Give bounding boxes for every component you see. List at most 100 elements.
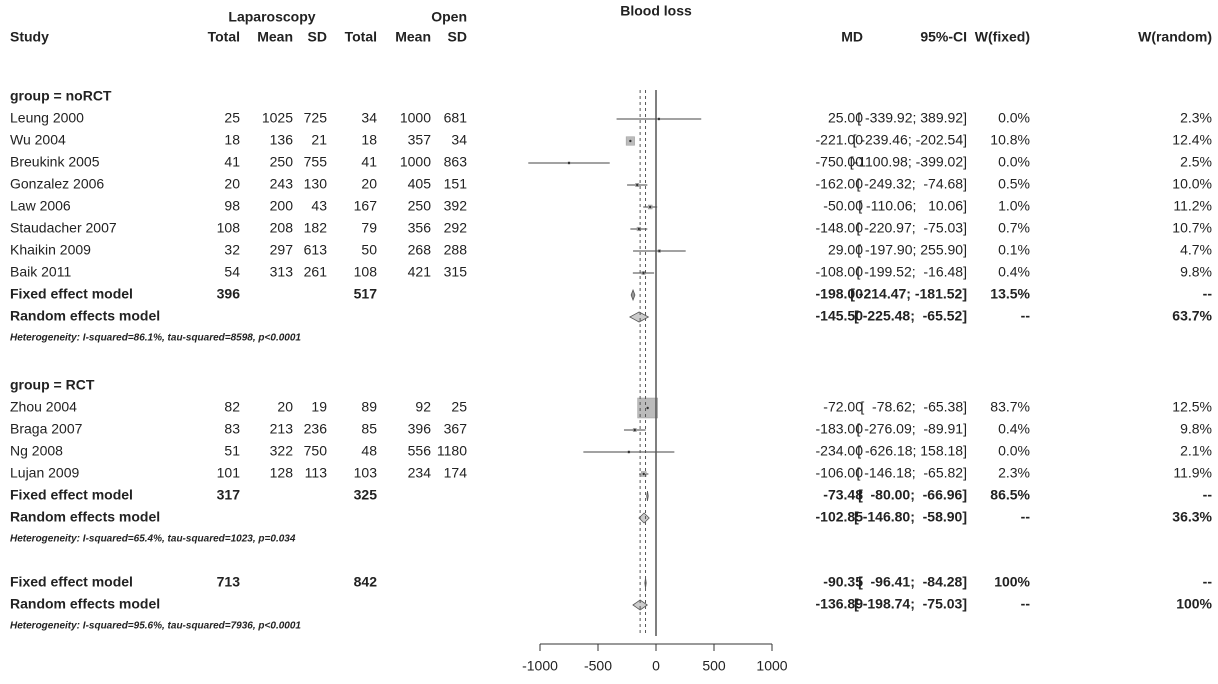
table-cell: 863 xyxy=(444,154,468,170)
table-cell: 1000 xyxy=(400,154,431,170)
md-label: -148.00 xyxy=(816,220,864,236)
md-label: -136.89 xyxy=(816,596,864,612)
weight-random: 11.9% xyxy=(1173,465,1212,481)
table-cell: 213 xyxy=(270,421,294,437)
md-label: -102.85 xyxy=(816,509,864,525)
ci-label: [ -276.09; -89.91] xyxy=(856,421,967,437)
weight-fixed: -- xyxy=(1021,308,1031,324)
weight-fixed: -- xyxy=(1021,596,1031,612)
table-cell: 261 xyxy=(304,264,328,280)
column-header: Mean xyxy=(395,29,431,45)
point-estimate xyxy=(629,139,632,143)
weight-random: 9.8% xyxy=(1180,421,1212,437)
table-cell: 755 xyxy=(304,154,328,170)
table-cell: 108 xyxy=(354,264,378,280)
study-label: Baik 2011 xyxy=(10,264,71,280)
study-label: Random effects model xyxy=(10,509,160,525)
table-cell: 1180 xyxy=(437,443,467,459)
md-label: -221.00 xyxy=(816,132,864,148)
column-header: SD xyxy=(448,29,467,45)
md-label: -183.00 xyxy=(816,421,864,437)
table-cell: 1000 xyxy=(400,110,431,126)
table-cell: 842 xyxy=(354,574,378,590)
weight-fixed: 0.0% xyxy=(998,110,1030,126)
study-label: Leung 2000 xyxy=(10,110,84,126)
weight-random: 36.3% xyxy=(1172,509,1212,525)
table-cell: 108 xyxy=(217,220,241,236)
weight-fixed: 100% xyxy=(994,574,1030,590)
table-cell: 208 xyxy=(270,220,294,236)
ci-label: [ -239.46; -202.54] xyxy=(853,132,967,148)
heterogeneity: Heterogeneity: I-squared=95.6%, tau-squa… xyxy=(10,621,301,632)
weight-random: -- xyxy=(1203,286,1213,302)
table-cell: 101 xyxy=(217,465,241,481)
table-cell: 43 xyxy=(311,198,327,214)
table-cell: 713 xyxy=(217,574,241,590)
table-cell: 79 xyxy=(361,220,377,236)
weight-random: 10.0% xyxy=(1172,176,1212,192)
table-cell: 21 xyxy=(311,132,327,148)
md-label: -198.00 xyxy=(816,286,864,302)
column-header: SD xyxy=(308,29,327,45)
weight-fixed: 0.5% xyxy=(998,176,1030,192)
weight-fixed: 0.4% xyxy=(998,421,1030,437)
table-cell: 34 xyxy=(451,132,467,148)
weight-random: 2.3% xyxy=(1180,110,1212,126)
group2-header: Open xyxy=(431,9,467,25)
table-cell: 236 xyxy=(304,421,328,437)
table-cell: 51 xyxy=(224,443,240,459)
point-estimate xyxy=(627,450,631,454)
weight-random: 63.7% xyxy=(1172,308,1212,324)
table-cell: 613 xyxy=(304,242,328,258)
study-label: Wu 2004 xyxy=(10,132,66,148)
weight-random: 9.8% xyxy=(1180,264,1212,280)
table-cell: 50 xyxy=(361,242,377,258)
weight-fixed: 0.0% xyxy=(998,154,1030,170)
table-cell: 136 xyxy=(270,132,294,148)
ci-label: [ -198.74; -75.03] xyxy=(854,596,967,612)
table-cell: 103 xyxy=(354,465,378,481)
table-cell: 25 xyxy=(451,399,467,415)
weight-random: 2.5% xyxy=(1180,154,1212,170)
table-cell: 83 xyxy=(224,421,240,437)
md-label: -108.00 xyxy=(816,264,864,280)
weight-fixed: 0.1% xyxy=(998,242,1030,258)
table-cell: 41 xyxy=(361,154,377,170)
x-tick-label: -500 xyxy=(584,658,612,674)
md-label: -750.00 xyxy=(816,154,864,170)
ci-label: [ -78.62; -65.38] xyxy=(860,399,967,415)
table-cell: 92 xyxy=(415,399,431,415)
study-label: Ng 2008 xyxy=(10,443,63,459)
point-estimate xyxy=(657,117,661,121)
ci-label: [-1100.98; -399.02] xyxy=(850,154,967,170)
table-cell: 151 xyxy=(444,176,468,192)
table-cell: 19 xyxy=(311,399,327,415)
md-label: -162.00 xyxy=(816,176,864,192)
study-label: Gonzalez 2006 xyxy=(10,176,104,192)
column-header: 95%-CI xyxy=(920,29,967,45)
ci-label: [ -80.00; -66.96] xyxy=(858,487,967,503)
column-header: W(random) xyxy=(1138,29,1212,45)
ci-label: [ -146.18; -65.82] xyxy=(856,465,967,481)
study-label: Fixed effect model xyxy=(10,574,133,590)
table-cell: 89 xyxy=(361,399,377,415)
table-cell: 556 xyxy=(408,443,432,459)
table-cell: 113 xyxy=(305,465,328,481)
weight-fixed: 83.7% xyxy=(990,399,1030,415)
study-label: Zhou 2004 xyxy=(10,399,77,415)
weight-fixed: 0.0% xyxy=(998,443,1030,459)
summary-diamond xyxy=(646,490,649,502)
point-estimate xyxy=(642,271,645,275)
study-label: Staudacher 2007 xyxy=(10,220,117,236)
table-cell: 54 xyxy=(224,264,240,280)
table-cell: 250 xyxy=(408,198,432,214)
column-header: Study xyxy=(10,29,49,45)
ci-label: [ -339.92; 389.92] xyxy=(857,110,967,126)
column-header: W(fixed) xyxy=(975,29,1030,45)
ci-label: [ -96.41; -84.28] xyxy=(858,574,967,590)
table-cell: 41 xyxy=(224,154,240,170)
x-tick-label: 1000 xyxy=(756,658,787,674)
point-estimate xyxy=(633,428,636,432)
group-label: group = RCT xyxy=(10,377,95,393)
table-cell: 85 xyxy=(361,421,377,437)
